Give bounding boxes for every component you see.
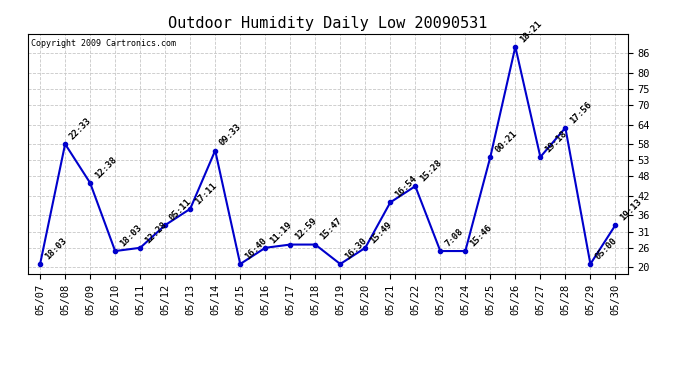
Text: 16:40: 16:40 [243,236,268,261]
Text: 09:33: 09:33 [218,122,244,148]
Text: 05:11: 05:11 [168,197,193,222]
Text: 16:54: 16:54 [393,174,418,200]
Text: 11:19: 11:19 [268,220,293,245]
Text: 12:38: 12:38 [93,155,118,180]
Text: 16:30: 16:30 [343,236,368,261]
Text: 17:11: 17:11 [193,181,218,206]
Text: 15:47: 15:47 [318,216,344,242]
Text: 12:59: 12:59 [293,216,318,242]
Text: 15:46: 15:46 [468,223,493,248]
Text: 18:03: 18:03 [43,236,68,261]
Text: 18:21: 18:21 [518,19,544,44]
Text: 17:56: 17:56 [568,100,593,125]
Text: 15:28: 15:28 [418,158,444,183]
Text: 12:28: 12:28 [143,220,168,245]
Text: 15:49: 15:49 [368,220,393,245]
Title: Outdoor Humidity Daily Low 20090531: Outdoor Humidity Daily Low 20090531 [168,16,487,31]
Text: 00:21: 00:21 [493,129,518,154]
Text: 22:33: 22:33 [68,116,93,141]
Text: 7:08: 7:08 [443,227,464,248]
Text: 19:13: 19:13 [618,197,644,222]
Text: 19:18: 19:18 [543,129,569,154]
Text: 18:03: 18:03 [118,223,144,248]
Text: 05:00: 05:00 [593,236,618,261]
Text: Copyright 2009 Cartronics.com: Copyright 2009 Cartronics.com [30,39,175,48]
